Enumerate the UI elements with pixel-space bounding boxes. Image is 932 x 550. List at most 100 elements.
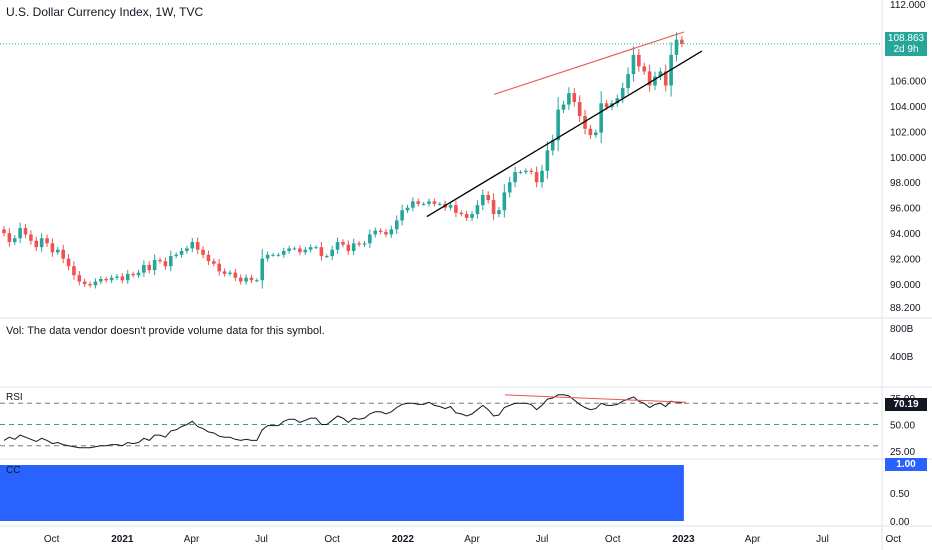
price-tick-label: 104.000: [890, 102, 927, 113]
candle-body: [378, 230, 383, 232]
candle-body: [271, 254, 275, 256]
candle-body: [615, 98, 620, 104]
candle-body: [308, 247, 313, 250]
candle-body: [663, 71, 668, 86]
candle-body: [454, 205, 458, 213]
time-tick-label: 2022: [392, 534, 415, 545]
candle-body: [491, 200, 496, 215]
candle-body: [637, 54, 641, 67]
candle-body: [513, 172, 517, 183]
candle-body: [572, 93, 577, 103]
time-tick-label: Apr: [184, 534, 200, 545]
cc-tick-label: 0.00: [890, 517, 910, 528]
candle-body: [23, 228, 28, 235]
candle-body: [335, 242, 340, 250]
candle-body: [34, 240, 39, 248]
candle-body: [341, 242, 345, 245]
candle-body: [631, 54, 636, 75]
candle-body: [195, 242, 200, 250]
time-tick-label: Apr: [745, 534, 761, 545]
candle-body: [276, 254, 281, 256]
price-tick-label: 102.000: [890, 127, 927, 138]
candle-body: [540, 170, 544, 183]
candle-body: [314, 247, 318, 249]
candle-body: [265, 254, 270, 259]
rsi-value-tag: 70.19: [885, 398, 927, 411]
candle-body: [120, 276, 125, 281]
candle-body: [470, 214, 474, 218]
cc-tick-label: 0.50: [890, 489, 910, 500]
candle-body: [136, 272, 141, 276]
time-tick-label: Oct: [324, 534, 340, 545]
candle-body: [125, 273, 130, 281]
rsi-tick-label: 50.00: [890, 421, 915, 432]
rsi-divergence-line: [505, 394, 686, 403]
candle-body: [502, 192, 507, 211]
candle-body: [131, 273, 135, 276]
candle-body: [394, 220, 399, 230]
rsi-tick-label: 25.00: [890, 447, 915, 458]
candle-body: [292, 248, 297, 250]
candle-body: [524, 170, 528, 173]
candle-body: [567, 93, 571, 105]
candle-body: [583, 116, 587, 129]
candle-body: [249, 277, 254, 281]
candle-body: [255, 280, 259, 282]
price-tick-label: 98.000: [890, 178, 921, 189]
candle-body: [50, 243, 55, 253]
candle-body: [201, 249, 205, 255]
candle-body: [287, 248, 291, 251]
candle-body: [594, 132, 598, 136]
candle-body: [507, 182, 512, 193]
candle-body: [642, 66, 647, 72]
candle-body: [368, 234, 372, 244]
candle-body: [658, 71, 663, 77]
support-trend-line: [426, 50, 703, 218]
candle-body: [432, 201, 437, 204]
cc-label: CC: [6, 465, 21, 476]
candle-body: [545, 150, 550, 171]
time-tick-label: Oct: [885, 534, 901, 545]
candle-body: [163, 261, 168, 267]
price-tick-label: 92.000: [890, 255, 921, 266]
candle-body: [405, 207, 410, 211]
time-tick-label: Apr: [464, 534, 480, 545]
candle-body: [72, 266, 76, 276]
candle-body: [346, 244, 351, 251]
candle-body: [384, 231, 388, 235]
candle-body: [647, 71, 652, 86]
candle-body: [222, 271, 227, 274]
candle-body: [238, 277, 243, 282]
candle-body: [168, 256, 173, 267]
price-tick-label: 94.000: [890, 229, 921, 240]
cc-value-tag: 1.00: [885, 458, 927, 471]
volume-tick-label: 800B: [890, 324, 914, 335]
candle-body: [179, 250, 184, 255]
time-tick-label: 2021: [111, 534, 134, 545]
price-tick-label: 112.000: [890, 0, 926, 11]
volume-tick-label: 400B: [890, 352, 914, 363]
candle-body: [82, 281, 87, 285]
candle-body: [29, 234, 33, 241]
price-tick-label: 90.000: [890, 280, 921, 291]
candle-body: [416, 201, 421, 204]
candle-body: [298, 248, 302, 253]
candle-body: [66, 258, 71, 267]
last-price-tag: 108.863 2d 9h: [885, 32, 927, 56]
candle-body: [56, 249, 60, 253]
candle-body: [400, 210, 404, 221]
candle-body: [18, 228, 22, 239]
price-tick-label: 88.200: [890, 303, 921, 314]
candle-body: [389, 229, 394, 235]
price-tick-label: 106.000: [890, 76, 927, 87]
candle-body: [427, 201, 431, 204]
resistance-trend-line: [493, 31, 685, 95]
chart-title: U.S. Dollar Currency Index, 1W, TVC: [6, 5, 204, 19]
candle-body: [459, 212, 464, 215]
candle-body: [680, 39, 684, 44]
candle-body: [620, 88, 625, 99]
candle-body: [330, 249, 334, 257]
candle-body: [99, 278, 103, 282]
candle-body: [206, 254, 211, 262]
